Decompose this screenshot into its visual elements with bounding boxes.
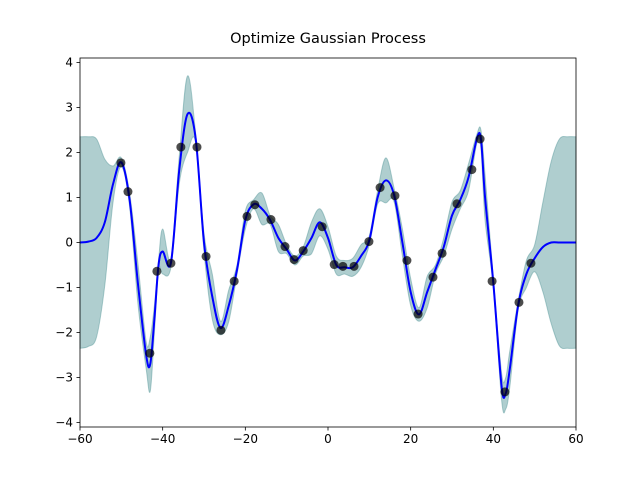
x-tick-label: −40 (150, 432, 175, 446)
observation-point (428, 272, 438, 282)
x-tick-label: −20 (233, 432, 258, 446)
observation-point (152, 266, 162, 276)
observation-point (402, 256, 412, 265)
observation-point (116, 158, 126, 168)
mean-line (79, 111, 576, 399)
observation-point (375, 183, 385, 193)
observation-point (250, 200, 260, 210)
observation-point (475, 134, 485, 144)
observation-point (329, 260, 339, 270)
x-tick-label: 0 (324, 432, 332, 446)
x-tick-label: 20 (403, 432, 418, 446)
observation-point (242, 211, 252, 221)
observation-point (514, 297, 524, 307)
x-tick-label: 60 (568, 432, 583, 446)
observation-point (145, 348, 155, 358)
observation-point (364, 237, 374, 247)
observation-point (487, 276, 497, 286)
y-tick-label: −4 (55, 416, 73, 430)
observation-point (176, 142, 186, 152)
observation-point (266, 215, 276, 225)
y-tick-label: 4 (65, 56, 73, 70)
y-tick-label: −1 (55, 281, 73, 295)
observation-point (338, 261, 348, 271)
x-tick-label: −60 (67, 432, 92, 446)
observation-point (413, 309, 423, 319)
observation-point (166, 258, 176, 268)
y-tick-label: 0 (65, 236, 73, 250)
y-tick-label: −3 (55, 371, 73, 385)
y-tick-label: 1 (65, 191, 73, 205)
observation-point (216, 325, 226, 335)
observation-point (298, 246, 308, 256)
observation-point (349, 261, 359, 271)
chart-title: Optimize Gaussian Process (230, 31, 426, 47)
observation-point (437, 248, 447, 258)
observation-point (289, 255, 299, 265)
observation-point (229, 276, 239, 286)
x-tick-label: 40 (486, 432, 501, 446)
observation-point (317, 222, 327, 232)
observation-point (123, 187, 133, 197)
y-tick-label: −2 (55, 326, 73, 340)
observation-point (500, 387, 510, 397)
observation-point (452, 199, 462, 209)
observation-point (280, 242, 290, 252)
observation-point (390, 191, 400, 201)
y-tick-label: 3 (65, 101, 73, 115)
observation-point (467, 165, 477, 175)
y-tick-label: 2 (65, 146, 73, 160)
observation-point (201, 251, 211, 261)
observation-point (192, 142, 202, 152)
observation-point (526, 258, 536, 268)
